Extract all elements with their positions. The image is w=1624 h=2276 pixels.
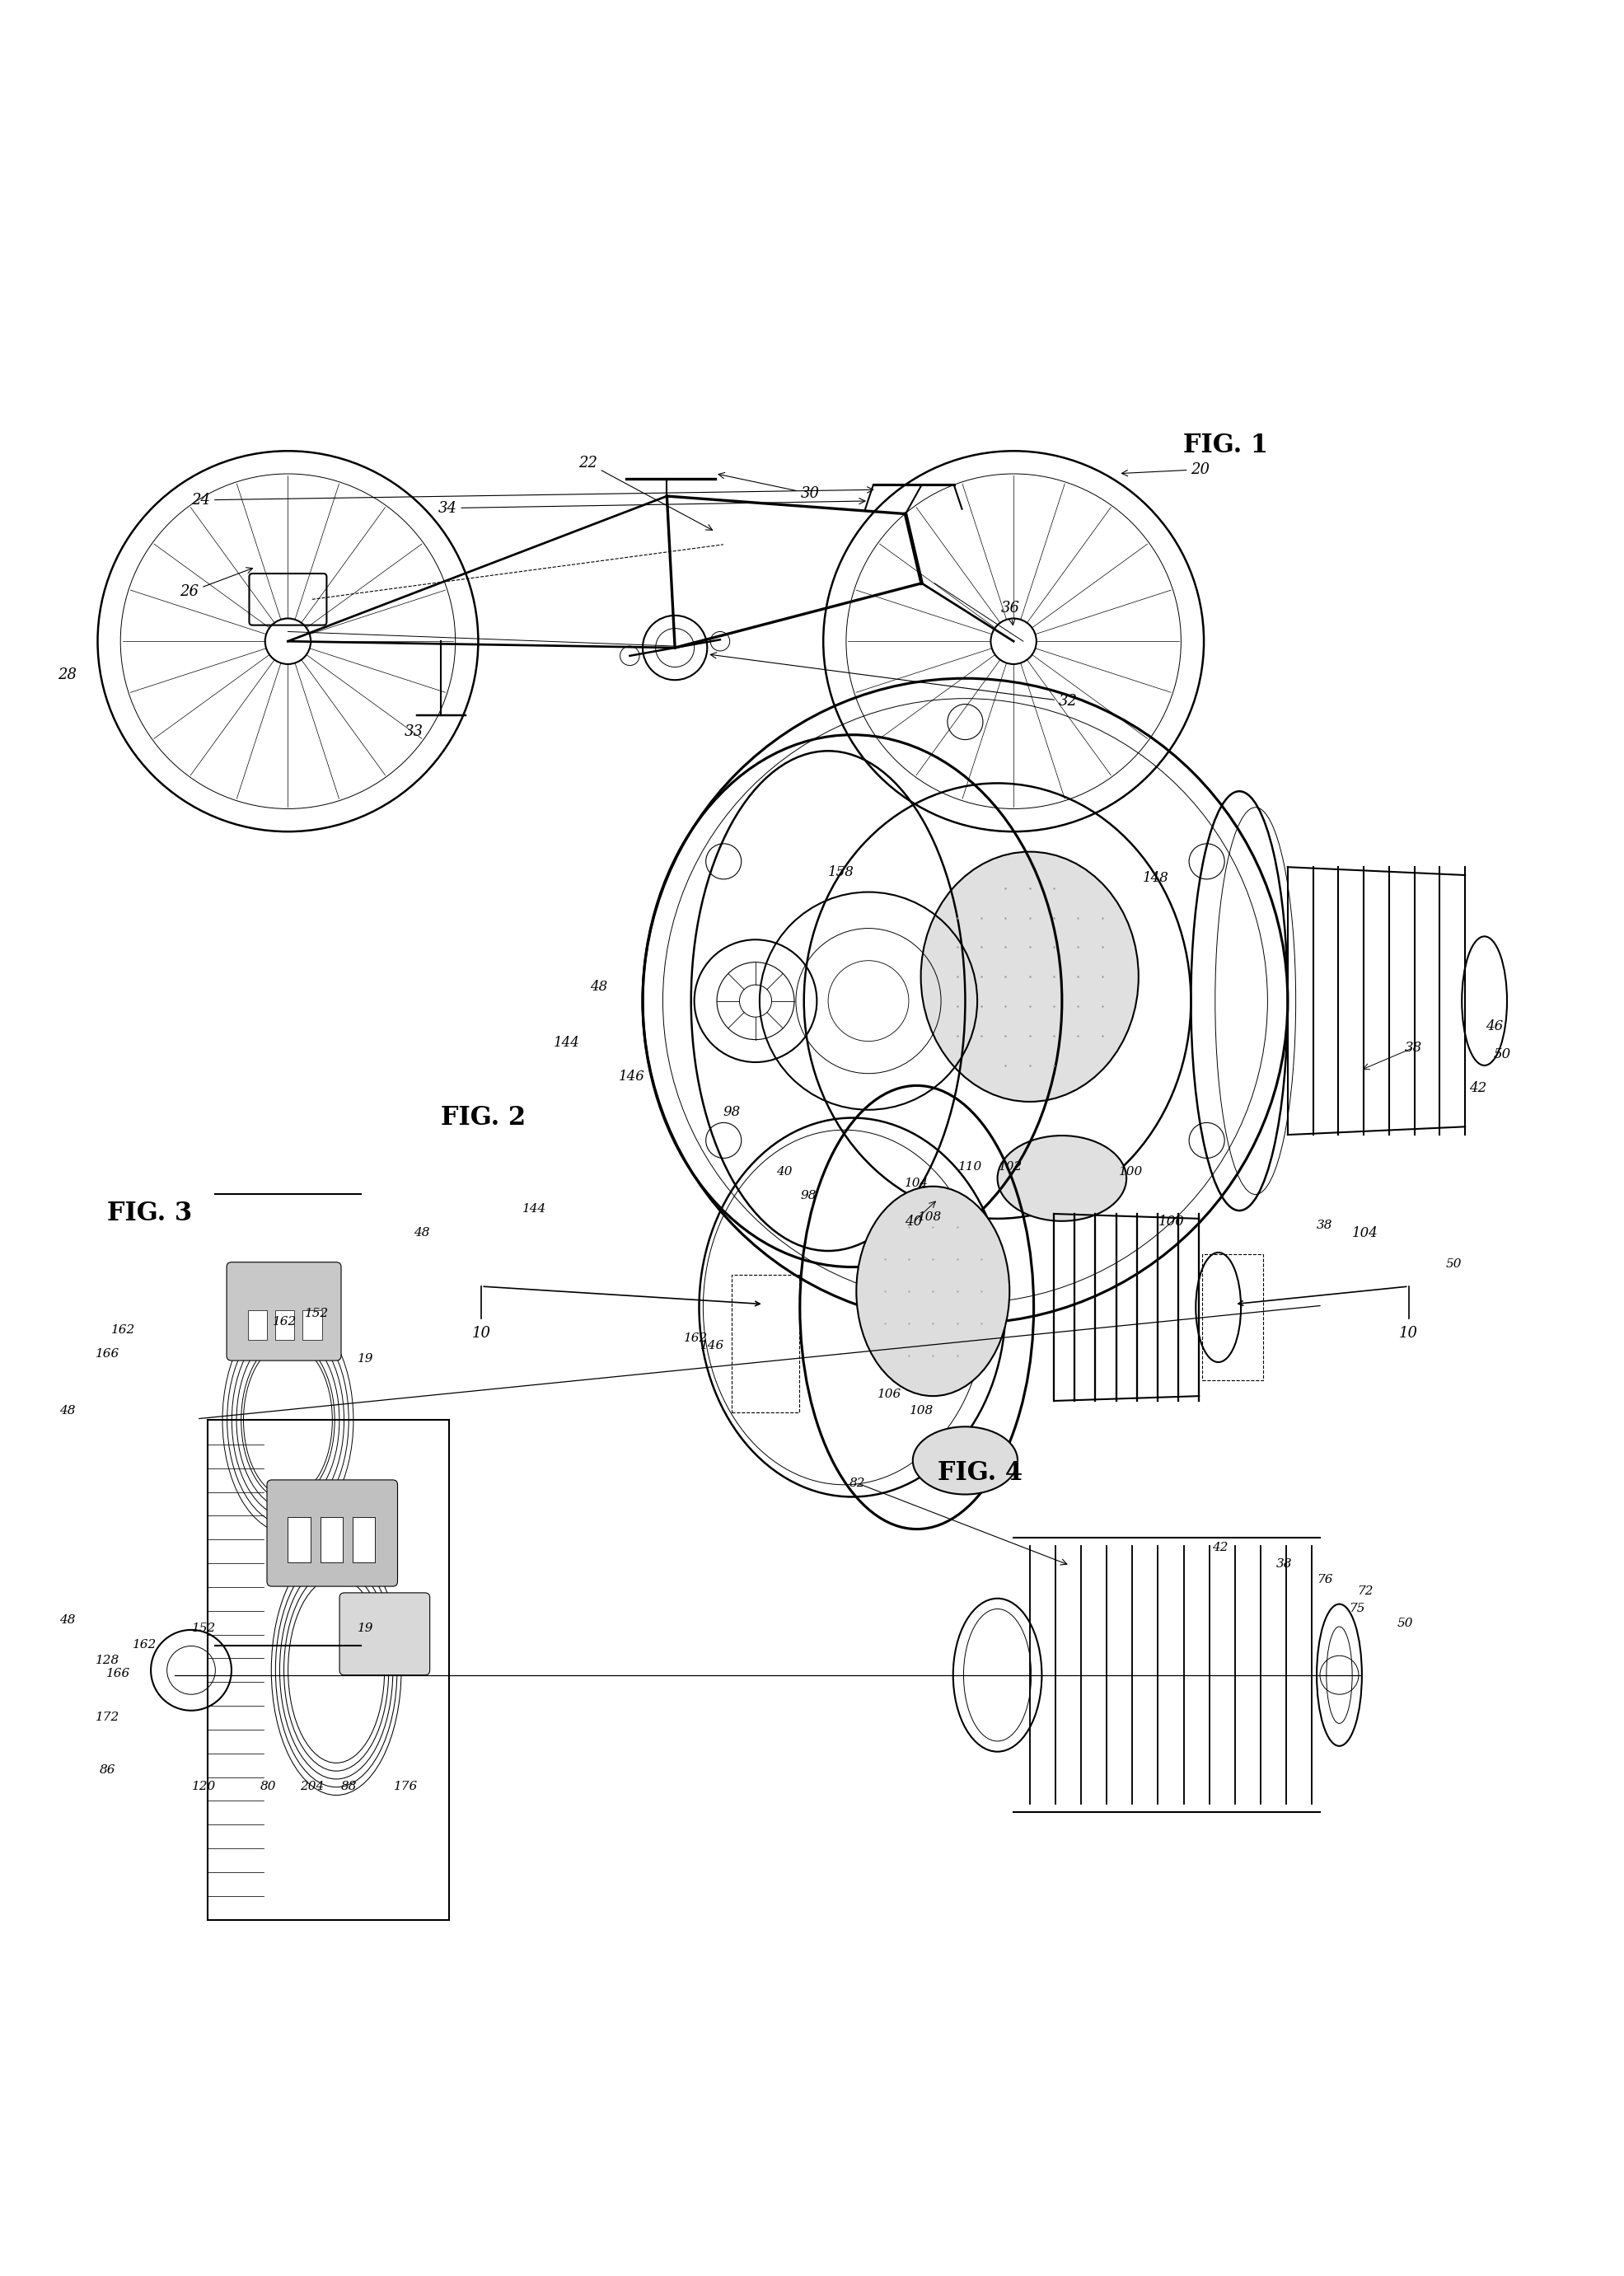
Text: 38: 38: [1317, 1220, 1333, 1231]
Text: 75: 75: [1350, 1602, 1366, 1614]
Text: 40: 40: [776, 1165, 793, 1177]
Text: 144: 144: [554, 1036, 580, 1049]
Text: 38: 38: [1276, 1559, 1293, 1570]
Text: 110: 110: [958, 1161, 983, 1172]
Text: 106: 106: [877, 1388, 901, 1400]
Text: 40: 40: [905, 1215, 922, 1229]
Text: 162: 162: [112, 1325, 135, 1336]
Text: 19: 19: [357, 1623, 374, 1634]
Text: 104: 104: [905, 1177, 929, 1188]
Text: 10: 10: [473, 1325, 490, 1341]
Text: 50: 50: [1445, 1259, 1462, 1270]
Text: 162: 162: [273, 1316, 297, 1327]
Bar: [731, 1275, 799, 1411]
Text: 86: 86: [99, 1764, 115, 1775]
Text: 82: 82: [849, 1477, 866, 1489]
Text: 162: 162: [684, 1331, 708, 1343]
Text: 30: 30: [718, 473, 820, 501]
Text: 48: 48: [414, 1227, 430, 1238]
Text: 98: 98: [723, 1106, 741, 1120]
Bar: [352, 1518, 375, 1561]
Text: 108: 108: [909, 1404, 934, 1416]
Text: 76: 76: [1317, 1575, 1333, 1586]
Text: 32: 32: [710, 653, 1078, 710]
Text: 158: 158: [828, 865, 854, 879]
Text: 42: 42: [1212, 1541, 1228, 1555]
Text: 128: 128: [96, 1655, 119, 1666]
Text: 36: 36: [1000, 601, 1020, 626]
Bar: [1202, 1254, 1263, 1379]
Text: 26: 26: [180, 567, 253, 599]
Text: 102: 102: [999, 1161, 1023, 1172]
Bar: [247, 1311, 266, 1341]
Text: 108: 108: [918, 1211, 942, 1222]
Text: 48: 48: [591, 979, 607, 992]
Text: 120: 120: [192, 1780, 216, 1791]
Ellipse shape: [921, 851, 1138, 1102]
Text: 104: 104: [1351, 1227, 1379, 1240]
FancyBboxPatch shape: [266, 1479, 398, 1586]
Text: 46: 46: [1486, 1020, 1502, 1033]
Bar: [302, 1311, 322, 1341]
Text: 42: 42: [1470, 1081, 1486, 1095]
Text: 38: 38: [1405, 1040, 1423, 1054]
Text: 80: 80: [260, 1780, 276, 1791]
Text: 50: 50: [1494, 1047, 1510, 1061]
Text: 22: 22: [578, 455, 713, 530]
Text: 166: 166: [96, 1347, 119, 1359]
Ellipse shape: [997, 1136, 1127, 1220]
Text: 162: 162: [132, 1639, 156, 1650]
Text: 72: 72: [1358, 1586, 1374, 1598]
Text: 88: 88: [341, 1780, 357, 1791]
Text: 34: 34: [438, 498, 866, 517]
Text: FIG. 1: FIG. 1: [1182, 432, 1268, 457]
Text: FIG. 2: FIG. 2: [442, 1106, 526, 1131]
Bar: [274, 1311, 294, 1341]
Ellipse shape: [913, 1427, 1018, 1495]
Text: 144: 144: [523, 1204, 547, 1215]
Text: 148: 148: [1142, 872, 1169, 885]
Text: 176: 176: [393, 1780, 417, 1791]
Text: 146: 146: [619, 1070, 645, 1083]
FancyBboxPatch shape: [339, 1593, 430, 1675]
Text: 152: 152: [192, 1623, 216, 1634]
Text: FIG. 4: FIG. 4: [937, 1461, 1023, 1486]
Text: 50: 50: [1397, 1618, 1413, 1630]
Text: 20: 20: [1122, 462, 1210, 478]
Text: 48: 48: [58, 1404, 75, 1416]
Text: 100: 100: [1119, 1165, 1143, 1177]
Bar: [320, 1518, 343, 1561]
Text: 48: 48: [58, 1614, 75, 1625]
FancyBboxPatch shape: [227, 1263, 341, 1361]
Text: 204: 204: [300, 1780, 325, 1791]
Text: 98: 98: [801, 1190, 817, 1202]
Text: 172: 172: [96, 1712, 119, 1723]
Text: 19: 19: [357, 1354, 374, 1366]
Text: FIG. 3: FIG. 3: [107, 1199, 192, 1227]
Text: 146: 146: [700, 1341, 724, 1352]
Text: 100: 100: [1158, 1215, 1186, 1229]
Text: 10: 10: [1400, 1325, 1418, 1341]
Text: 152: 152: [305, 1309, 330, 1320]
Text: 33: 33: [404, 724, 424, 740]
Text: 28: 28: [57, 667, 76, 683]
Ellipse shape: [856, 1186, 1010, 1395]
Text: 166: 166: [107, 1668, 130, 1680]
Text: 24: 24: [192, 487, 874, 508]
Bar: [287, 1518, 310, 1561]
